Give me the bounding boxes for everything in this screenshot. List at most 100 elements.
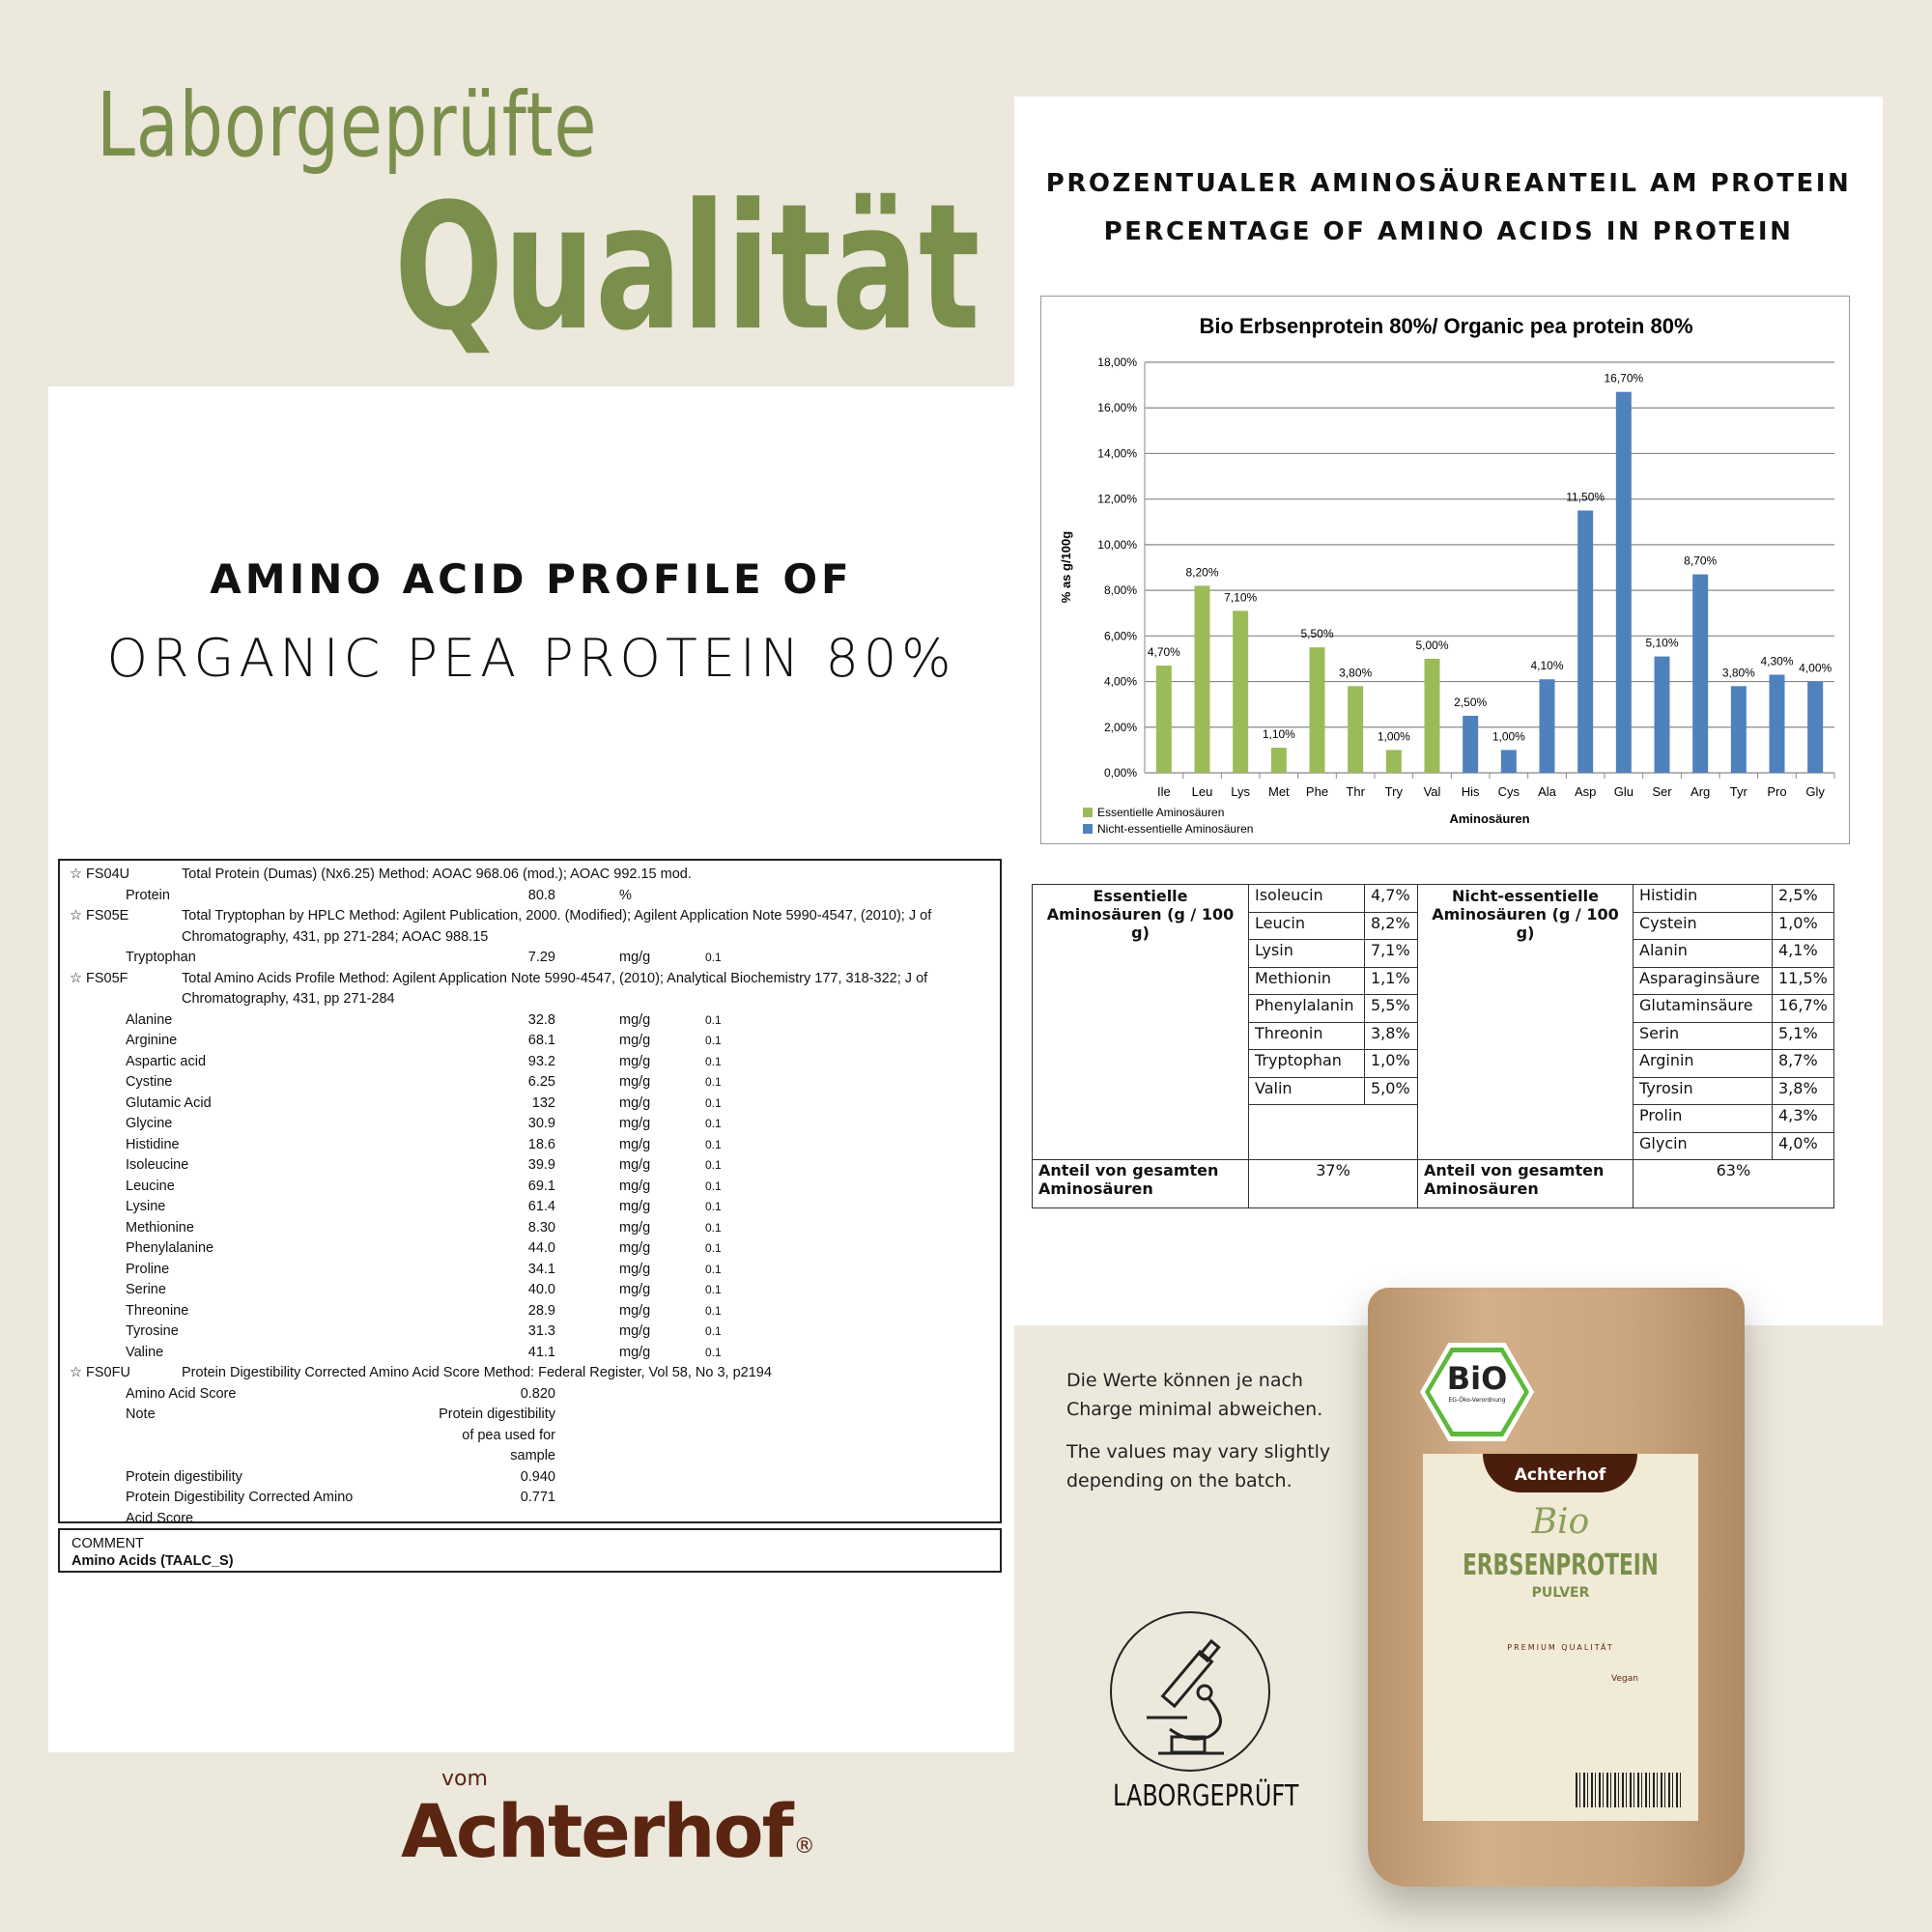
nonessential-value: 8,7% <box>1772 1049 1834 1078</box>
table-row: Prolin 4,3% <box>1033 1104 1834 1160</box>
analyte-value: 68.1 <box>527 1033 555 1048</box>
report-line: ☆ FS05E Total Tryptophan by HPLC Method: … <box>60 906 1000 927</box>
label-script: Bio <box>1531 1502 1590 1542</box>
report-line: Isoleucine 39.9 mg/g 0.1 <box>60 1155 1000 1177</box>
analyte-unit: mg/g <box>619 1157 651 1173</box>
y-tick-label: 10,00% <box>1097 538 1137 552</box>
batch-note: Die Werte können je nach Charge minimal … <box>1066 1366 1330 1495</box>
analyte-value: 34.1 <box>527 1261 555 1277</box>
analyte-loq: 0.1 <box>705 1054 722 1068</box>
analyte-unit: mg/g <box>619 1344 651 1360</box>
essential-value: 3,8% <box>1364 1021 1418 1050</box>
label-sub: PULVER <box>1531 1585 1590 1601</box>
bar-ala <box>1539 679 1555 773</box>
analyte-name: Threonine <box>126 1302 189 1319</box>
analyte-name: Histidine <box>126 1136 180 1152</box>
essential-share-label: Anteil von gesamten Aminosäuren <box>1032 1159 1249 1208</box>
bar-asp <box>1577 510 1594 773</box>
bar-cys <box>1500 750 1517 773</box>
report-line: Tyrosine 31.3 mg/g 0.1 <box>60 1321 1000 1343</box>
nonessential-name: Asparaginsäure <box>1633 966 1773 995</box>
y-axis-label: % as g/100g <box>1059 531 1073 603</box>
report-line: of pea used for <box>60 1426 1000 1447</box>
headline-line1: Laborgeprüfte <box>97 73 598 177</box>
bar-ile <box>1155 666 1172 773</box>
x-tick-label: Ile <box>1157 784 1171 799</box>
essential-name: Isoleucin <box>1248 884 1365 913</box>
nonessential-share: 63% <box>1633 1159 1834 1208</box>
analyte-name: Acid Score <box>126 1510 194 1526</box>
data-label: 8,70% <box>1684 554 1717 568</box>
analyte-name: Methionine <box>126 1219 194 1236</box>
analyte-value: 0.771 <box>520 1490 555 1505</box>
chart-heading-en: PERCENTAGE OF AMINO ACIDS IN PROTEIN <box>1103 217 1794 246</box>
lab-tested-label: LABORGEPRÜFT <box>1113 1779 1299 1813</box>
chart-title: Bio Erbsenprotein 80%/ Organic pea prote… <box>1199 314 1692 338</box>
analyte-name: Glutamic Acid <box>126 1094 212 1111</box>
x-tick-label: His <box>1462 784 1480 799</box>
bar-ser <box>1654 656 1670 773</box>
report-line: Cystine 6.25 mg/g 0.1 <box>60 1072 1000 1094</box>
x-tick-label: Tyr <box>1730 784 1748 799</box>
analyte-unit: % <box>619 887 632 903</box>
analyte-unit: mg/g <box>619 1219 651 1236</box>
x-tick-label: Arg <box>1690 784 1710 799</box>
microscope-icon <box>1110 1611 1270 1772</box>
y-tick-label: 0,00% <box>1104 766 1137 780</box>
comment-value: Amino Acids (TAALC_S) <box>71 1553 234 1569</box>
data-label: 1,00% <box>1492 729 1525 743</box>
essential-value: 5,5% <box>1364 994 1418 1023</box>
analyte-unit: mg/g <box>619 1094 651 1111</box>
chart-heading-de: PROZENTUALER AMINOSÄUREANTEIL AM PROTEIN <box>1045 169 1852 198</box>
report-line: Histidine 18.6 mg/g 0.1 <box>60 1135 1000 1156</box>
essential-value: 7,1% <box>1364 939 1418 968</box>
report-line: Note Protein digestibility <box>60 1405 1000 1426</box>
lab-report: ☆ FS04U Total Protein (Dumas) (Nx6.25) Me… <box>58 859 1002 1526</box>
nonessential-header: Nicht-essentielle Aminosäuren (g / 100 g… <box>1417 884 1634 1160</box>
x-tick-label: Ser <box>1652 784 1672 799</box>
data-label: 16,70% <box>1604 372 1643 385</box>
analyte-loq: 0.1 <box>705 1012 722 1027</box>
report-line: Chromatography, 431, pp 271-284 <box>60 989 1000 1010</box>
x-tick-label: Ala <box>1538 784 1557 799</box>
report-line: Protein digestibility 0.940 <box>60 1467 1000 1489</box>
report-line: ☆ FS04U Total Protein (Dumas) (Nx6.25) Me… <box>60 865 1000 886</box>
y-tick-label: 18,00% <box>1097 355 1137 369</box>
y-tick-label: 16,00% <box>1097 401 1137 414</box>
label-premium: PREMIUM QUALITÄT <box>1507 1643 1614 1652</box>
profile-title: AMINO ACID PROFILE OF <box>210 555 853 603</box>
nonessential-name: Alanin <box>1633 939 1773 968</box>
analyte-value: sample <box>510 1448 555 1463</box>
bar-try <box>1385 750 1402 773</box>
essential-value: 8,2% <box>1364 911 1418 940</box>
bar-his <box>1463 715 1479 773</box>
analyte-value: 44.0 <box>527 1240 555 1256</box>
table-row: Tryptophan 1,0% Arginin 8,7% <box>1033 1049 1834 1078</box>
essential-name: Phenylalanin <box>1248 994 1365 1023</box>
analyte-unit: mg/g <box>619 1178 651 1194</box>
analyte-loq: 0.1 <box>705 1241 722 1255</box>
analyte-loq: 0.1 <box>705 1324 722 1338</box>
analyte-value: 32.8 <box>527 1011 555 1028</box>
x-tick-label: Phe <box>1306 784 1328 799</box>
nonessential-name: Glycin <box>1633 1131 1773 1160</box>
analyte-loq: 0.1 <box>705 1220 722 1235</box>
table-row: Methionin 1,1% Asparaginsäure 11,5% <box>1033 966 1834 995</box>
analyte-name: Isoleucine <box>126 1157 189 1173</box>
analyte-loq: 0.1 <box>705 951 722 964</box>
analyte-unit: mg/g <box>619 1116 651 1131</box>
analyte-value: of pea used for <box>462 1427 555 1443</box>
analyte-unit: mg/g <box>619 1033 651 1048</box>
report-line: Amino Acid Score 0.820 <box>60 1384 1000 1406</box>
table-row: Valin 5,0% Tyrosin 3,8% <box>1033 1076 1834 1105</box>
report-line: Leucine 69.1 mg/g 0.1 <box>60 1177 1000 1198</box>
report-line: Valine 41.1 mg/g 0.1 <box>60 1343 1000 1364</box>
analyte-name: Protein <box>126 887 170 903</box>
analyte-name: Aspartic acid <box>126 1053 207 1069</box>
analyte-loq: 0.1 <box>705 1303 722 1318</box>
analyte-value: 30.9 <box>527 1116 555 1131</box>
data-label: 5,00% <box>1415 639 1448 652</box>
nonessential-value: 1,0% <box>1772 911 1834 940</box>
analyte-unit: mg/g <box>619 1053 651 1069</box>
analyte-name: Protein digestibility <box>126 1468 242 1485</box>
